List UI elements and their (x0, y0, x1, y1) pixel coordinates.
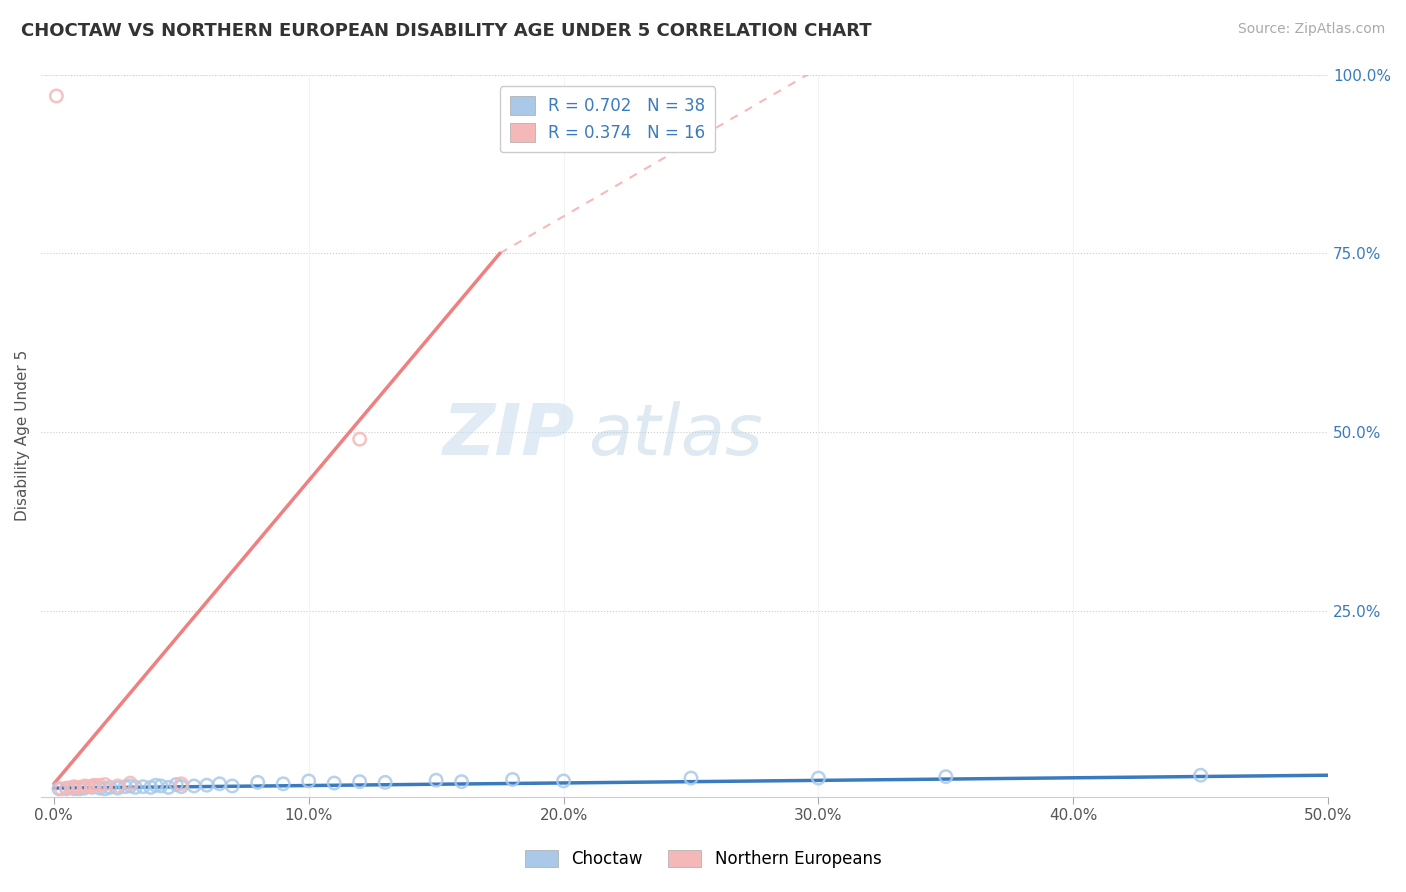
Point (502, 772, 524, 787)
Point (94, 781, 117, 796)
Point (450, 774, 472, 789)
Point (55, 781, 77, 796)
Point (73, 781, 96, 796)
Point (60, 780, 83, 795)
Text: ZIP: ZIP (443, 401, 575, 470)
Point (120, 776, 142, 790)
Point (149, 779, 172, 793)
Point (170, 777, 193, 791)
Point (107, 781, 129, 796)
Point (55, 781, 77, 796)
Y-axis label: Disability Age Under 5: Disability Age Under 5 (15, 350, 30, 521)
Point (80, 780, 103, 795)
Point (67, 781, 90, 796)
Legend: Choctaw, Northern Europeans: Choctaw, Northern Europeans (517, 843, 889, 875)
Text: atlas: atlas (588, 401, 762, 470)
Point (83, 778, 105, 792)
Point (89, 778, 111, 792)
Point (208, 777, 231, 791)
Point (139, 780, 162, 795)
Point (45, 89, 67, 103)
Text: Source: ZipAtlas.com: Source: ZipAtlas.com (1237, 22, 1385, 37)
Point (73, 779, 96, 793)
Point (323, 776, 346, 790)
Point (157, 780, 180, 795)
Point (195, 778, 218, 792)
Point (271, 777, 294, 791)
Point (80, 779, 103, 793)
Point (221, 779, 243, 793)
Point (48, 781, 70, 796)
Point (298, 773, 321, 788)
Point (132, 780, 155, 794)
Point (94, 778, 117, 792)
Point (349, 774, 371, 789)
Point (51, 781, 73, 796)
Point (76, 780, 98, 794)
Point (107, 779, 129, 793)
Point (349, 432, 371, 446)
Point (425, 773, 447, 788)
Point (89, 781, 111, 796)
Point (807, 771, 830, 785)
Text: CHOCTAW VS NORTHERN EUROPEAN DISABILITY AGE UNDER 5 CORRELATION CHART: CHOCTAW VS NORTHERN EUROPEAN DISABILITY … (21, 22, 872, 40)
Point (124, 780, 146, 795)
Point (183, 779, 205, 793)
Point (63, 781, 86, 796)
Point (935, 770, 957, 784)
Legend: R = 0.702   N = 38, R = 0.374   N = 16: R = 0.702 N = 38, R = 0.374 N = 16 (499, 87, 716, 153)
Point (120, 779, 142, 793)
Point (63, 780, 86, 794)
Point (98, 780, 121, 795)
Point (553, 773, 575, 788)
Point (679, 771, 702, 785)
Point (246, 775, 269, 789)
Point (374, 775, 396, 789)
Point (114, 780, 136, 794)
Point (145, 778, 167, 792)
Point (170, 780, 193, 794)
Point (67, 780, 90, 795)
Point (1189, 768, 1212, 782)
Point (165, 778, 187, 792)
